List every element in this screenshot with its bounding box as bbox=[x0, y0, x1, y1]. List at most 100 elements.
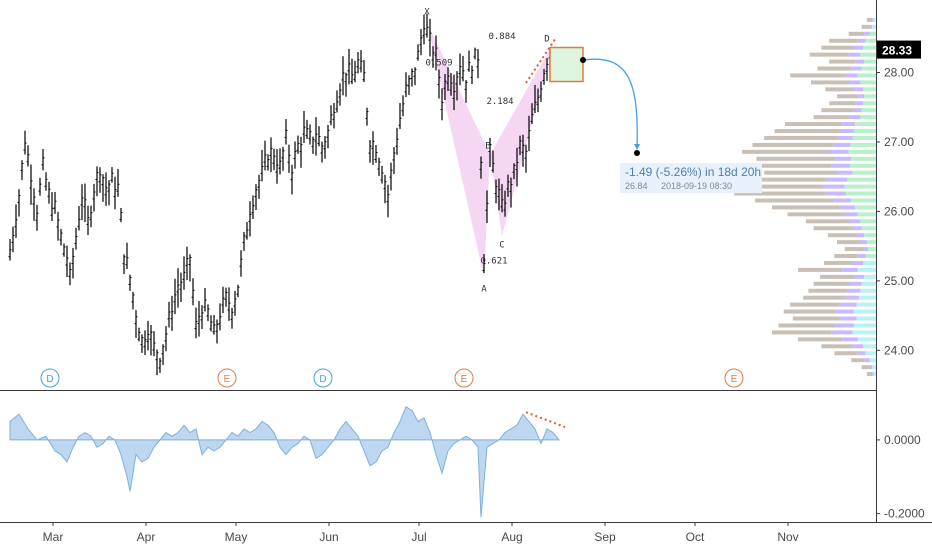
indicator-axis[interactable]: 0.0000 -0.2000 bbox=[876, 433, 925, 521]
volume-profile-bar bbox=[792, 316, 840, 321]
volume-profile-up bbox=[864, 274, 876, 279]
volume-profile-down bbox=[822, 184, 845, 189]
volume-profile-bar bbox=[837, 240, 861, 245]
volume-profile-down bbox=[852, 260, 863, 265]
last-price-label: 28.33 bbox=[877, 40, 921, 59]
volume-profile-bar bbox=[834, 254, 858, 259]
harmonic-bcd-triangle bbox=[490, 43, 553, 236]
volume-profile-up bbox=[863, 45, 876, 50]
volume-profile-up bbox=[864, 59, 876, 64]
volume-profile-up bbox=[868, 247, 876, 252]
volume-profile-up bbox=[865, 254, 876, 259]
volume-profile-up bbox=[850, 142, 876, 147]
volume-profile-bar bbox=[829, 101, 856, 106]
volume-profile-down bbox=[839, 302, 857, 307]
earnings-marker bbox=[454, 368, 474, 388]
volume-profile-up bbox=[844, 184, 876, 189]
pattern-point-label: B bbox=[485, 141, 490, 151]
volume-profile-down bbox=[847, 288, 861, 293]
volume-profile-up bbox=[851, 156, 876, 161]
volume-profile-up bbox=[860, 115, 876, 120]
projection-end-dot bbox=[634, 150, 640, 157]
volume-profile-up bbox=[857, 337, 876, 342]
earnings-marker-label: E bbox=[461, 374, 468, 385]
volume-profile-bar bbox=[734, 191, 826, 196]
volume-profile-bar bbox=[861, 24, 870, 29]
volume-profile-up bbox=[869, 358, 876, 363]
volume-profile-down bbox=[833, 198, 852, 203]
volume-profile-down bbox=[856, 233, 865, 238]
volume-profile-bar bbox=[798, 267, 843, 272]
projection-tooltip-price: 26.84 bbox=[625, 181, 648, 191]
volume-profile-down bbox=[853, 274, 865, 279]
volume-profile-up bbox=[857, 73, 876, 78]
volume-profile-up bbox=[853, 129, 876, 134]
volume-profile-up bbox=[869, 31, 876, 36]
pattern-point-label: X bbox=[424, 8, 430, 18]
volume-profile-up bbox=[850, 163, 876, 168]
volume-profile-up bbox=[865, 351, 876, 356]
projection-tooltip-date: 2018-09-19 08:30 bbox=[661, 181, 732, 191]
volume-profile-down bbox=[855, 101, 863, 106]
volume-profile-up bbox=[846, 191, 876, 196]
volume-profile-bar bbox=[829, 38, 858, 43]
volume-profile-down bbox=[825, 191, 847, 196]
volume-profile-down bbox=[833, 142, 850, 147]
volume-profile-bar bbox=[805, 219, 850, 224]
volume-profile-bar bbox=[742, 149, 831, 154]
time-axis[interactable]: Mar Apr May Jun Jul Aug Sep Oct Nov bbox=[43, 522, 799, 544]
volume-profile-down bbox=[852, 108, 862, 113]
price-axis-tick-label: 24.00 bbox=[884, 343, 914, 357]
volume-profile-down bbox=[831, 163, 850, 168]
earnings-marker bbox=[217, 368, 237, 388]
volume-profile-up bbox=[855, 205, 876, 210]
volume-profile-up bbox=[853, 309, 876, 314]
volume-profile-down bbox=[839, 205, 856, 210]
volume-profile-up bbox=[872, 24, 876, 29]
volume-profile-down bbox=[850, 219, 861, 224]
volume-profile-bar bbox=[798, 337, 843, 342]
volume-profile-bar bbox=[774, 129, 840, 134]
volume-profile-down bbox=[831, 330, 853, 335]
target-zone-box bbox=[549, 46, 584, 83]
dividend-marker bbox=[313, 368, 333, 388]
pattern-point-label: C bbox=[499, 241, 504, 251]
volume-profile-down bbox=[872, 17, 874, 22]
price-projection[interactable]: -1.49 (-5.26%) in 18d 20h 26.84 2018-09-19… bbox=[549, 46, 762, 194]
price-axis[interactable]: 24.00 25.00 26.00 27.00 28.00 bbox=[876, 66, 914, 358]
price-axis-tick-label: 28.00 bbox=[884, 66, 914, 80]
volume-profile-bar bbox=[866, 372, 873, 377]
volume-profile-up bbox=[866, 240, 876, 245]
volume-profile-down bbox=[857, 254, 866, 259]
volume-profile-bar bbox=[827, 233, 857, 238]
volume-profile-down bbox=[842, 267, 858, 272]
volume-profile-up bbox=[873, 372, 876, 377]
volume-profile-up bbox=[853, 323, 876, 328]
volume-profile-down bbox=[869, 24, 873, 29]
volume-profile-down bbox=[839, 316, 857, 321]
time-axis-tick-label: Oct bbox=[686, 530, 705, 544]
dividend-marker-label: D bbox=[319, 374, 326, 385]
volume-profile-up bbox=[851, 198, 876, 203]
volume-profile-down bbox=[852, 226, 862, 231]
volume-profile-up bbox=[860, 52, 876, 57]
volume-profile-down bbox=[830, 149, 849, 154]
pattern-ratio-label: 2.184 bbox=[486, 97, 513, 107]
volume-profile-up bbox=[855, 122, 876, 127]
volume-profile-bar bbox=[829, 59, 856, 64]
volume-profile-bar bbox=[820, 274, 854, 279]
volume-profile-down bbox=[835, 323, 854, 328]
volume-profile-down bbox=[864, 31, 870, 36]
volume-profile-bar bbox=[785, 122, 843, 127]
pattern-annotations: X A B C D 0.884 0.509 2.184 0.621 bbox=[424, 8, 557, 294]
volume-profile-down bbox=[863, 247, 869, 252]
volume-profile-bar bbox=[809, 52, 849, 57]
earnings-marker bbox=[724, 368, 744, 388]
indicator-divergence-line bbox=[525, 411, 566, 428]
volume-profile-bar bbox=[866, 17, 873, 22]
volume-profile-up bbox=[864, 233, 876, 238]
volume-profile-bar bbox=[813, 115, 850, 120]
time-axis-tick-label: Jun bbox=[319, 530, 338, 544]
